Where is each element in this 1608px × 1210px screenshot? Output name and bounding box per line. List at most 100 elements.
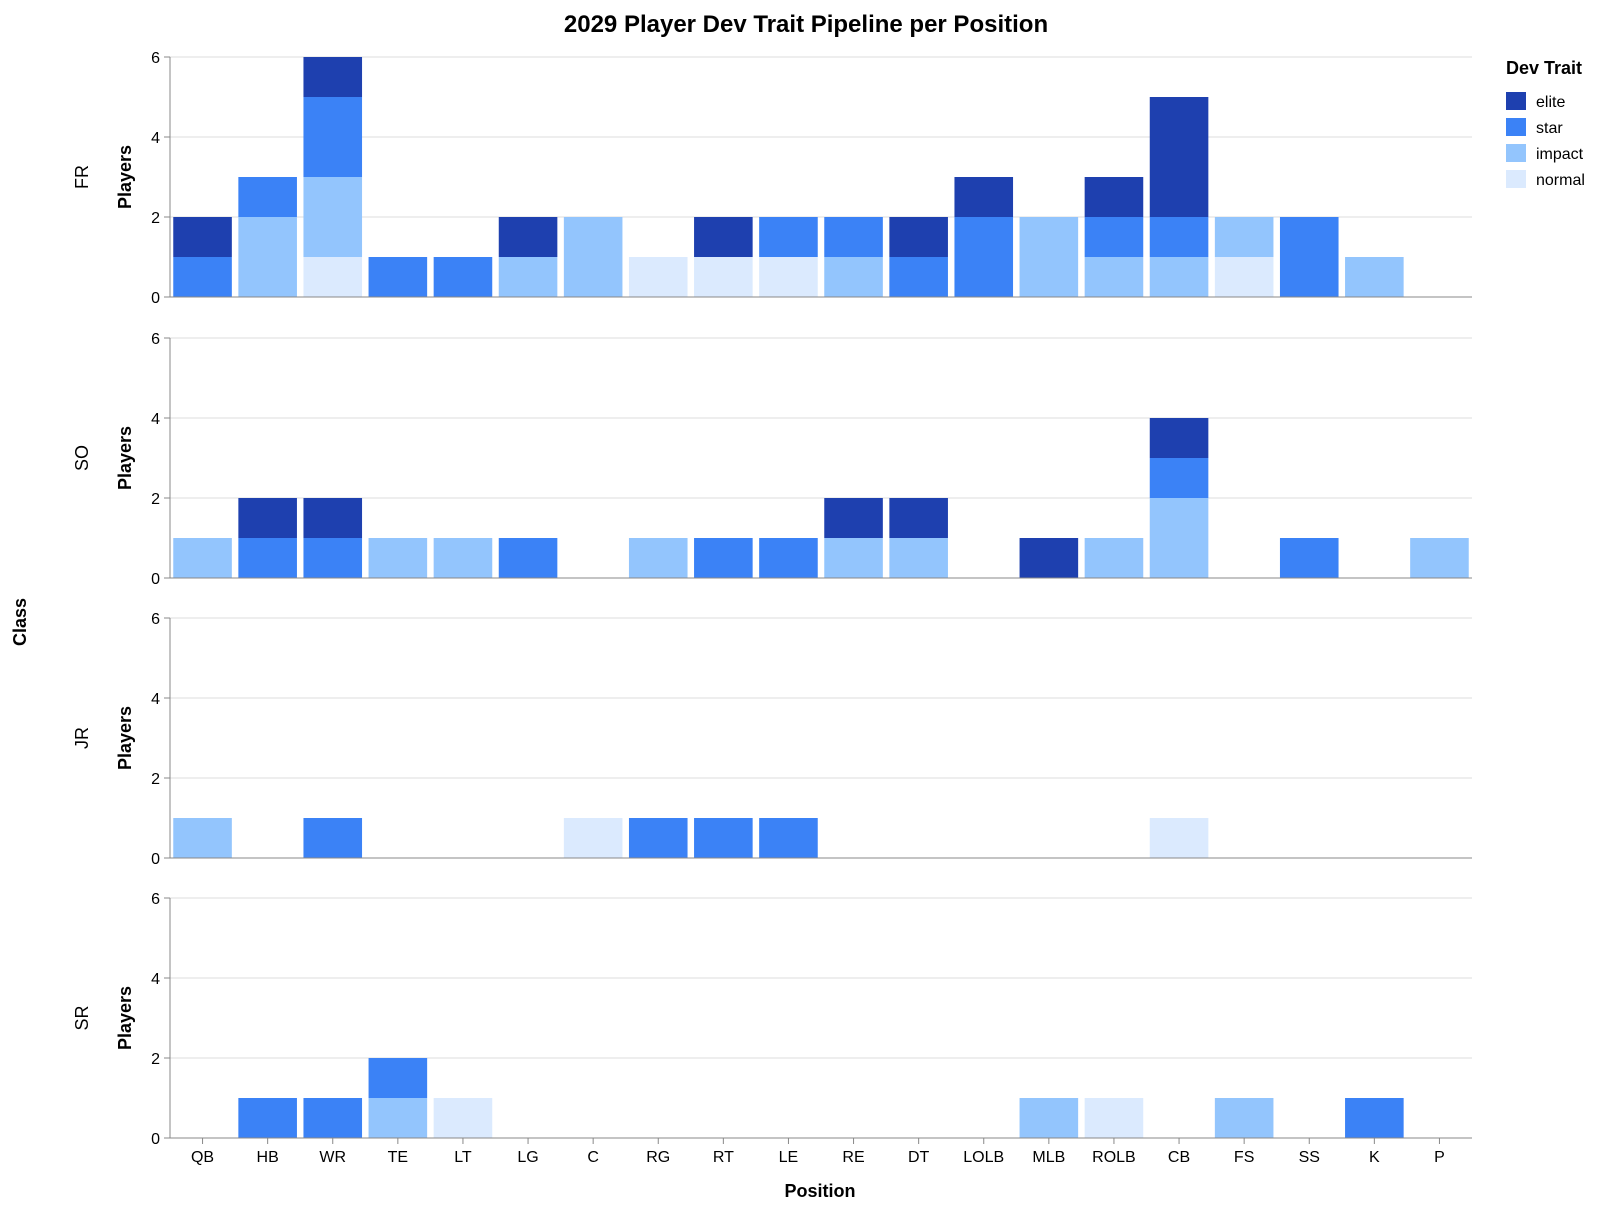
bar-sr-lt-normal: [433, 1098, 493, 1138]
row-label-fr: FR: [72, 165, 92, 189]
bar-fr-rolb-star: [1084, 217, 1144, 257]
bar-so-hb-star: [238, 538, 297, 578]
bar-so-re-elite: [824, 498, 883, 538]
bar-fr-fs-impact: [1214, 217, 1274, 257]
y-tick-label: 4: [151, 130, 160, 147]
y-tick-label: 4: [151, 691, 160, 708]
bar-fr-fs-normal: [1214, 257, 1274, 297]
bar-fr-rg-normal: [628, 257, 688, 297]
y-tick-label: 2: [151, 771, 160, 788]
bar-fr-wr-normal: [303, 257, 363, 297]
bar-so-cb-impact: [1149, 498, 1209, 578]
bar-so-dt-impact: [889, 538, 948, 578]
bar-so-re-impact: [824, 538, 883, 578]
y-axis-title: Players: [115, 706, 135, 770]
y-tick-label: 6: [151, 891, 160, 908]
bar-fr-lolb-elite: [954, 177, 1014, 217]
legend: elite star impact normal: [1506, 92, 1585, 189]
y-tick-label: 0: [151, 571, 160, 588]
facet-fr: 0 2 4 6 Players FR: [72, 50, 1472, 307]
bar-fr-dt-elite: [889, 217, 948, 257]
bar-fr-lg-elite: [498, 217, 558, 257]
x-tick-label-lt: LT: [454, 1149, 472, 1166]
bar-fr-rolb-impact: [1084, 257, 1144, 297]
bar-sr-hb-star: [238, 1098, 297, 1138]
bar-jr-rg-star: [628, 818, 688, 858]
bar-jr-c-normal: [563, 818, 623, 858]
bar-jr-rt-star: [694, 818, 753, 858]
bar-so-ss-star: [1279, 538, 1339, 578]
x-tick-label-rt: RT: [713, 1149, 734, 1166]
bar-so-rt-star: [694, 538, 753, 578]
bar-so-le-star: [759, 538, 818, 578]
bar-sr-wr-star: [303, 1098, 363, 1138]
x-tick-label-lolb: LOLB: [963, 1149, 1004, 1166]
x-tick-label-p: P: [1434, 1149, 1445, 1166]
bar-fr-wr-impact: [303, 177, 363, 257]
bar-fr-le-normal: [759, 257, 818, 297]
bar-so-wr-elite: [303, 498, 363, 538]
x-tick-label-cb: CB: [1168, 1149, 1190, 1166]
x-tick-label-rg: RG: [646, 1149, 670, 1166]
bar-fr-re-impact: [824, 257, 883, 297]
x-tick-label-hb: HB: [257, 1149, 279, 1166]
y-tick-label: 6: [151, 331, 160, 348]
bar-so-te-impact: [368, 538, 428, 578]
bar-fr-re-star: [824, 217, 883, 257]
x-tick-label-ss: SS: [1299, 1149, 1320, 1166]
bar-sr-fs-impact: [1214, 1098, 1274, 1138]
x-tick-label-wr: WR: [319, 1149, 346, 1166]
row-label-so: SO: [72, 445, 92, 471]
x-tick-label-fs: FS: [1234, 1149, 1254, 1166]
x-axis-title: Position: [785, 1181, 856, 1201]
bar-fr-cb-elite: [1149, 97, 1209, 217]
bar-fr-rt-normal: [694, 257, 753, 297]
x-tick-label-dt: DT: [908, 1149, 930, 1166]
bar-fr-mlb-impact: [1019, 217, 1079, 297]
bar-fr-qb-star: [173, 257, 232, 297]
y-tick-label: 6: [151, 611, 160, 628]
x-axis: QB HB WR TE LT LG C RG RT LE RE DT LOLB MLB ROLB CB FS SS…: [191, 1138, 1445, 1166]
legend-swatch-impact: [1506, 144, 1526, 162]
bar-fr-cb-star: [1149, 217, 1209, 257]
bar-fr-dt-star: [889, 257, 948, 297]
bar-fr-qb-elite: [173, 217, 232, 257]
y-tick-label: 4: [151, 411, 160, 428]
bar-so-dt-elite: [889, 498, 948, 538]
facet-panels: 0246PlayersFR0246PlayersSO0246PlayersJR0…: [72, 50, 1472, 1166]
x-tick-label-lg: LG: [517, 1149, 538, 1166]
bar-fr-wr-elite: [303, 57, 363, 97]
bar-fr-wr-star: [303, 97, 363, 177]
legend-label-normal: normal: [1536, 172, 1585, 189]
x-tick-label-k: K: [1369, 1149, 1380, 1166]
bar-sr-te-star: [368, 1058, 428, 1098]
x-tick-label-rolb: ROLB: [1092, 1149, 1136, 1166]
bar-so-lt-impact: [433, 538, 493, 578]
y-axis-title: Players: [115, 986, 135, 1050]
legend-label-star: star: [1536, 120, 1563, 137]
legend-label-impact: impact: [1536, 146, 1584, 163]
bar-sr-rolb-normal: [1084, 1098, 1144, 1138]
bar-fr-lg-impact: [498, 257, 558, 297]
y-tick-label: 0: [151, 290, 160, 307]
bar-jr-qb-impact: [173, 818, 232, 858]
chart-title: 2029 Player Dev Trait Pipeline per Posit…: [564, 11, 1048, 38]
bar-fr-le-star: [759, 217, 818, 257]
x-tick-label-re: RE: [842, 1149, 864, 1166]
bar-fr-lolb-star: [954, 217, 1014, 297]
bar-sr-k-star: [1345, 1098, 1404, 1138]
bar-so-hb-elite: [238, 498, 297, 538]
legend-label-elite: elite: [1536, 94, 1565, 111]
bar-so-rg-impact: [628, 538, 688, 578]
bar-so-mlb-elite: [1019, 538, 1079, 578]
bar-so-rolb-impact: [1084, 538, 1144, 578]
bar-fr-ss-star: [1279, 217, 1339, 297]
y-tick-label: 2: [151, 210, 160, 227]
facet-jr: 0 2 4 6 Players JR: [72, 611, 1472, 868]
row-label-jr: JR: [72, 727, 92, 749]
y-tick-label: 4: [151, 971, 160, 988]
bar-fr-k-impact: [1345, 257, 1404, 297]
y-tick-label: 2: [151, 1051, 160, 1068]
bar-so-p-impact: [1410, 538, 1469, 578]
